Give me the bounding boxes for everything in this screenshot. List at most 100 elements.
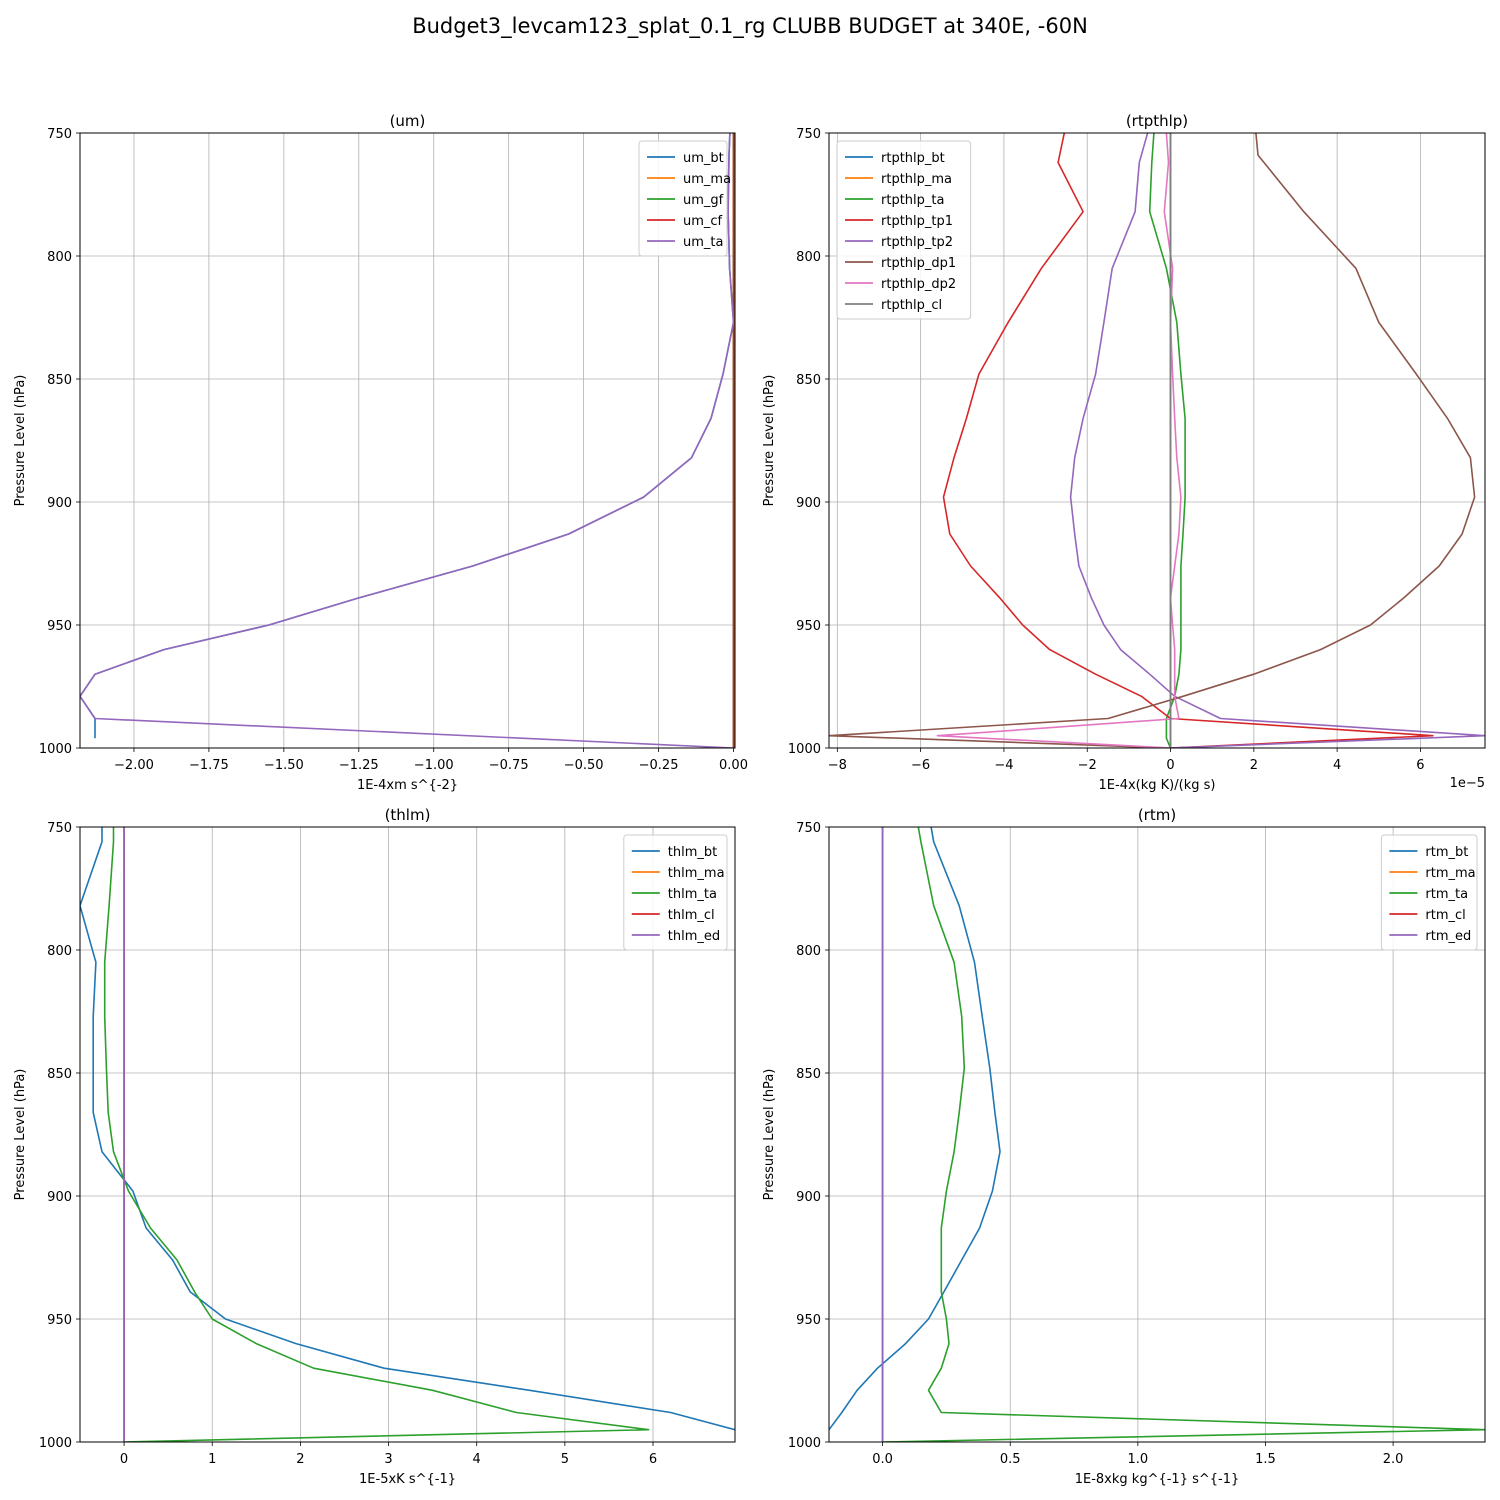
x-tick-label: −0.50 xyxy=(564,758,604,773)
legend-label-rtm_ed: rtm_ed xyxy=(1425,929,1471,944)
x-tick-label: −4 xyxy=(994,758,1013,773)
x-tick-label: −1.50 xyxy=(264,758,304,773)
x-tick-label: −6 xyxy=(911,758,930,773)
x-tick-label: −0.25 xyxy=(639,758,679,773)
y-axis-label: Pressure Level (hPa) xyxy=(13,375,28,507)
y-tick-label: 950 xyxy=(47,1313,72,1328)
legend-label-rtpthlp_bt: rtpthlp_bt xyxy=(881,151,945,166)
y-tick-label: 850 xyxy=(796,373,821,388)
x-tick-label: 6 xyxy=(649,1452,657,1467)
series-line-thlm_ta xyxy=(103,827,650,1442)
legend-label-rtpthlp_ma: rtpthlp_ma xyxy=(881,172,952,187)
x-tick-label: −1.00 xyxy=(414,758,454,773)
x-tick-label: 2 xyxy=(296,1452,304,1467)
legend-label-um_cf: um_cf xyxy=(683,214,723,229)
x-offset-text: 1e−5 xyxy=(1450,776,1485,791)
y-tick-label: 950 xyxy=(796,1313,821,1328)
y-axis-label: Pressure Level (hPa) xyxy=(762,1069,777,1201)
x-tick-label: 1 xyxy=(208,1452,216,1467)
legend-label-thlm_cl: thlm_cl xyxy=(668,908,715,923)
series-line-rtpthlp_dp1 xyxy=(829,133,1476,748)
legend-box xyxy=(623,834,728,951)
subplot-title: (thlm) xyxy=(385,806,431,824)
legend-label-um_bt: um_bt xyxy=(683,151,724,166)
legend-box xyxy=(638,140,728,257)
legend-label-rtm_ma: rtm_ma xyxy=(1425,866,1475,881)
legend-label-thlm_ma: thlm_ma xyxy=(668,866,725,881)
x-axis-label: 1E-5xK s^{-1} xyxy=(359,1472,456,1487)
legend-label-thlm_ed: thlm_ed xyxy=(668,929,720,944)
y-tick-label: 900 xyxy=(47,1190,72,1205)
series-line-rtpthlp_tp1 xyxy=(942,133,1434,748)
y-tick-label: 1000 xyxy=(39,1436,72,1451)
legend-label-thlm_ta: thlm_ta xyxy=(668,887,717,902)
x-tick-label: 0.0 xyxy=(872,1452,893,1467)
x-tick-label: 3 xyxy=(384,1452,392,1467)
legend-label-rtm_ta: rtm_ta xyxy=(1425,887,1468,902)
plot-frame xyxy=(79,132,736,749)
series-line-rtpthlp_dp2 xyxy=(936,133,1182,748)
y-tick-label: 900 xyxy=(796,1190,821,1205)
y-tick-label: 800 xyxy=(796,250,821,265)
subplot-title: (um) xyxy=(390,112,426,130)
plot-frame xyxy=(79,826,736,1443)
y-tick-label: 750 xyxy=(796,127,821,142)
x-tick-label: 2.0 xyxy=(1383,1452,1404,1467)
x-tick-label: 4 xyxy=(1333,758,1341,773)
legend-label-um_ma: um_ma xyxy=(683,172,731,187)
legend-label-rtm_bt: rtm_bt xyxy=(1425,845,1468,860)
legend-label-rtpthlp_dp1: rtpthlp_dp1 xyxy=(881,256,956,271)
legend-label-rtpthlp_tp2: rtpthlp_tp2 xyxy=(881,235,953,250)
x-tick-label: 1.5 xyxy=(1255,1452,1276,1467)
y-tick-label: 800 xyxy=(796,944,821,959)
y-axis-label: Pressure Level (hPa) xyxy=(762,375,777,507)
series-line-rtm_bt xyxy=(829,827,1001,1431)
plot-frame xyxy=(828,132,1486,749)
series-line-um_ta xyxy=(80,133,735,748)
legend-label-thlm_bt: thlm_bt xyxy=(668,845,717,860)
x-tick-label: 2 xyxy=(1250,758,1258,773)
y-tick-label: 850 xyxy=(796,1067,821,1082)
subplot-title: (rtpthlp) xyxy=(1126,112,1188,130)
subplot-title: (rtm) xyxy=(1138,806,1176,824)
y-tick-label: 850 xyxy=(47,373,72,388)
legend-box xyxy=(1380,834,1478,951)
x-tick-label: 0.00 xyxy=(719,758,748,773)
plot-area xyxy=(829,827,1485,1442)
y-tick-label: 850 xyxy=(47,1067,72,1082)
y-tick-label: 750 xyxy=(796,821,821,836)
x-tick-label: 0.5 xyxy=(1000,1452,1021,1467)
y-tick-label: 1000 xyxy=(788,1436,821,1451)
x-tick-label: −1.25 xyxy=(339,758,379,773)
x-tick-label: 0 xyxy=(120,1452,128,1467)
y-axis-label: Pressure Level (hPa) xyxy=(13,1069,28,1201)
figure-title: Budget3_levcam123_splat_0.1_rg CLUBB BUD… xyxy=(412,14,1088,38)
plot-frame xyxy=(828,826,1486,1443)
legend-label-um_gf: um_gf xyxy=(683,193,724,208)
x-tick-label: −2.00 xyxy=(114,758,154,773)
legend-label-rtpthlp_cl: rtpthlp_cl xyxy=(881,298,942,313)
x-tick-label: 5 xyxy=(561,1452,569,1467)
x-axis-label: 1E-8xkg kg^{-1} s^{-1} xyxy=(1075,1472,1240,1487)
x-tick-label: 4 xyxy=(473,1452,481,1467)
legend-label-um_ta: um_ta xyxy=(683,235,723,250)
x-tick-label: −2 xyxy=(1078,758,1097,773)
x-tick-label: −0.75 xyxy=(489,758,529,773)
legend-label-rtpthlp_dp2: rtpthlp_dp2 xyxy=(881,277,956,292)
legend-box xyxy=(836,140,972,320)
x-tick-label: −1.75 xyxy=(189,758,229,773)
y-tick-label: 1000 xyxy=(788,742,821,757)
x-axis-label: 1E-4xm s^{-2} xyxy=(357,778,458,793)
y-tick-label: 750 xyxy=(47,127,72,142)
legend-label-rtm_cl: rtm_cl xyxy=(1425,908,1465,923)
y-tick-label: 950 xyxy=(47,619,72,634)
plot-area xyxy=(80,133,735,748)
x-tick-label: 1.0 xyxy=(1128,1452,1149,1467)
legend-label-rtpthlp_tp1: rtpthlp_tp1 xyxy=(881,214,953,229)
y-tick-label: 900 xyxy=(47,496,72,511)
x-axis-label: 1E-4x(kg K)/(kg s) xyxy=(1099,778,1216,793)
legend-label-rtpthlp_ta: rtpthlp_ta xyxy=(881,193,944,208)
y-tick-label: 950 xyxy=(796,619,821,634)
x-tick-label: −8 xyxy=(828,758,847,773)
